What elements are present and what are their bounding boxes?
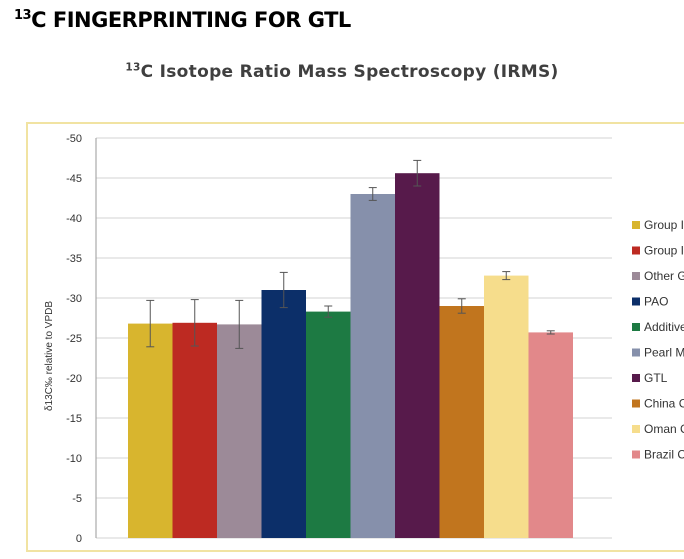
chart-title-superscript: 13 <box>125 61 141 74</box>
y-tick-label: -5 <box>72 493 82 505</box>
legend-label: China C <box>644 397 684 411</box>
legend-swatch <box>632 399 640 408</box>
legend-label: PAO <box>644 295 668 309</box>
bar <box>172 322 217 538</box>
legend-swatch <box>632 297 640 306</box>
chart-title-text: C Isotope Ratio Mass Spectroscopy (IRMS) <box>140 62 559 82</box>
bar <box>395 173 440 538</box>
bar <box>528 332 573 538</box>
bar <box>128 323 173 538</box>
legend-swatch <box>632 425 640 433</box>
legend-label: Pearl M <box>644 346 684 360</box>
bar <box>484 275 529 538</box>
y-tick-label: -50 <box>66 133 82 145</box>
legend-swatch <box>632 246 640 255</box>
title-text: C FINGERPRINTING FOR GTL <box>31 8 351 32</box>
bar <box>439 306 484 538</box>
legend-label: Group I <box>644 244 684 258</box>
error-bars <box>146 159 555 349</box>
legend-swatch <box>632 374 640 382</box>
y-tick-label: -15 <box>66 413 82 425</box>
chart-frame: -50 -45 -40 -35 -30 -25 -20 -15 -10 -5 0 δ13C‰ rela… <box>26 122 684 552</box>
bar <box>261 290 306 538</box>
bar <box>217 324 262 538</box>
y-tick-label: -45 <box>66 173 82 185</box>
legend-label: Additive <box>644 320 684 334</box>
chart-title: 13C Isotope Ratio Mass Spectroscopy (IRM… <box>0 62 684 82</box>
legend-label: Other G <box>644 269 684 283</box>
y-tick-label: -20 <box>66 373 82 385</box>
legend-swatch <box>632 323 640 331</box>
y-tick-label: 0 <box>76 533 82 545</box>
y-tick-label: -30 <box>66 293 82 305</box>
y-tick-label: -35 <box>66 253 82 265</box>
legend-label: Group I <box>644 218 684 232</box>
legend: Group I Group I Other G PAO Additive Pearl M G… <box>632 218 684 462</box>
legend-label: Oman C <box>644 422 684 436</box>
bars <box>128 173 573 538</box>
y-tick-label: -10 <box>66 453 82 465</box>
y-tick-label: -25 <box>66 333 82 345</box>
legend-swatch <box>632 348 640 357</box>
y-axis-title: δ13C‰ relative to VPDB <box>44 301 55 411</box>
bar <box>306 311 351 538</box>
bar <box>350 194 395 538</box>
legend-swatch <box>632 221 640 229</box>
title-superscript: 13 <box>14 8 32 23</box>
legend-label: GTL <box>644 371 668 385</box>
slide-title: 13C FINGERPRINTING FOR GTL <box>14 8 351 32</box>
legend-swatch <box>632 272 640 280</box>
y-tick-label: -40 <box>66 213 82 225</box>
legend-swatch <box>632 450 640 459</box>
legend-label: Brazil C <box>644 448 684 462</box>
